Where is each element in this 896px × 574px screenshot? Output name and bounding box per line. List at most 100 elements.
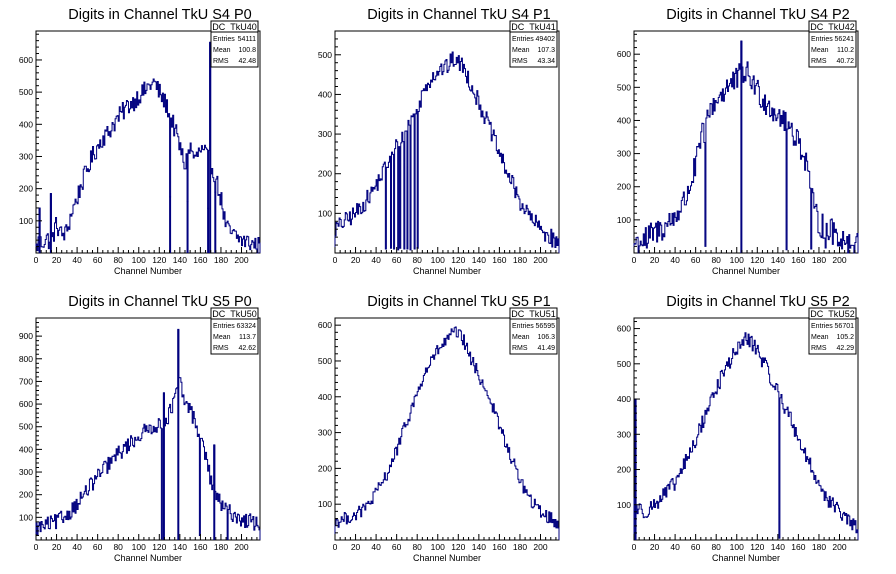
x-tick-label: 40 <box>371 255 381 265</box>
x-tick-label: 200 <box>234 255 248 265</box>
x-tick-label: 80 <box>412 255 422 265</box>
stats-box: DC_TkU41 Entries 49402 Mean 107.3 RMS 43.34 <box>509 20 558 68</box>
x-tick-label: 20 <box>650 255 660 265</box>
y-tick-label: 300 <box>617 429 631 439</box>
x-tick-label: 60 <box>392 542 402 552</box>
x-tick-label: 160 <box>791 542 805 552</box>
stats-box: DC_TkU50 Entries 63324 Mean 113.7 RMS 42.62 <box>210 307 259 355</box>
x-tick-label: 180 <box>812 255 826 265</box>
y-tick-label: 500 <box>19 87 33 97</box>
y-tick-label: 500 <box>19 422 33 432</box>
stats-key: Entries <box>512 323 534 330</box>
y-tick-label: 300 <box>19 151 33 161</box>
histogram-line <box>334 51 560 253</box>
x-tick-label: 180 <box>513 542 527 552</box>
y-tick-label: 800 <box>19 354 33 364</box>
y-tick-label: 400 <box>318 392 332 402</box>
stats-name: DC_TkU51 <box>511 309 556 319</box>
x-axis-label: Channel Number <box>413 266 481 276</box>
x-tick-label: 180 <box>214 542 228 552</box>
stats-value: 42.48 <box>238 58 256 65</box>
stats-key: Mean <box>512 334 530 341</box>
y-tick-label: 400 <box>617 394 631 404</box>
stats-name: DC_TkU42 <box>810 22 855 32</box>
stats-value: 41.49 <box>537 345 555 352</box>
stats-value: 54111 <box>238 36 257 43</box>
stats-key: RMS <box>512 58 528 65</box>
stats-value: 42.29 <box>836 345 854 352</box>
plot-frame <box>633 317 859 541</box>
x-tick-label: 20 <box>650 542 660 552</box>
stats-key: RMS <box>512 345 528 352</box>
x-tick-label: 160 <box>193 255 207 265</box>
stats-key: RMS <box>213 58 229 65</box>
y-tick-label: 600 <box>19 55 33 65</box>
stats-value: 110.2 <box>837 47 854 54</box>
chart-title: Digits in Channel TkU S5 P0 <box>68 294 252 310</box>
x-axis-label: Channel Number <box>114 266 182 276</box>
chart-title: Digits in Channel TkU S5 P1 <box>367 294 551 310</box>
x-tick-label: 140 <box>173 255 187 265</box>
stats-box-frame <box>808 20 857 68</box>
stats-key: RMS <box>213 345 229 352</box>
stats-name: DC_TkU40 <box>212 22 257 32</box>
chart-title: Digits in Channel TkU S4 P2 <box>666 7 850 23</box>
x-tick-label: 40 <box>72 542 82 552</box>
x-tick-label: 160 <box>193 542 207 552</box>
plot-frame <box>35 317 261 541</box>
x-tick-label: 140 <box>173 542 187 552</box>
stats-box: DC_TkU52 Entries 56701 Mean 105.2 RMS 42.29 <box>808 307 857 355</box>
x-tick-label: 160 <box>791 255 805 265</box>
plot-frame <box>633 30 859 254</box>
x-tick-label: 160 <box>492 542 506 552</box>
histogram-panel: Digits in Channel TkU S5 P0 0 20 40 60 80 100 1… <box>19 294 261 563</box>
x-tick-label: 20 <box>351 542 361 552</box>
stats-box-frame <box>509 307 558 355</box>
stats-key: Entries <box>811 323 833 330</box>
x-tick-label: 40 <box>670 255 680 265</box>
y-tick-label: 200 <box>19 490 33 500</box>
x-tick-label: 60 <box>691 255 701 265</box>
histogram-panel: Digits in Channel TkU S5 P2 0 20 40 60 80 100 1… <box>617 294 859 563</box>
y-tick-label: 200 <box>318 463 332 473</box>
histogram-line <box>633 40 859 254</box>
x-axis-label: Channel Number <box>413 553 481 563</box>
x-axis-label: Channel Number <box>712 553 780 563</box>
x-tick-label: 180 <box>812 542 826 552</box>
chart-title: Digits in Channel TkU S5 P2 <box>666 294 850 310</box>
x-axis-label: Channel Number <box>114 553 182 563</box>
stats-value: 100.8 <box>238 47 256 54</box>
stats-key: RMS <box>811 58 827 65</box>
stats-box-frame <box>509 20 558 68</box>
y-tick-label: 200 <box>318 169 332 179</box>
chart-title: Digits in Channel TkU S4 P0 <box>68 7 252 23</box>
x-tick-label: 120 <box>451 542 465 552</box>
y-tick-label: 300 <box>318 428 332 438</box>
x-tick-label: 100 <box>132 542 146 552</box>
x-tick-label: 60 <box>691 542 701 552</box>
stats-box: DC_TkU40 Entries 54111 Mean 100.8 RMS 42.48 <box>210 20 259 68</box>
stats-box: DC_TkU51 Entries 56595 Mean 106.3 RMS 41.49 <box>509 307 558 355</box>
y-tick-label: 600 <box>19 399 33 409</box>
x-tick-label: 200 <box>533 542 547 552</box>
x-tick-label: 20 <box>52 542 62 552</box>
x-tick-label: 0 <box>632 542 637 552</box>
histogram-panel: Digits in Channel TkU S4 P1 0 20 40 60 80 100 1… <box>318 7 560 276</box>
x-tick-label: 180 <box>214 255 228 265</box>
y-tick-label: 100 <box>19 512 33 522</box>
stats-key: Entries <box>213 323 235 330</box>
x-tick-label: 20 <box>351 255 361 265</box>
y-tick-label: 400 <box>19 119 33 129</box>
stats-key: Mean <box>512 47 530 54</box>
stats-value: 42.62 <box>238 345 256 352</box>
y-tick-label: 400 <box>617 115 631 125</box>
histogram-panel: Digits in Channel TkU S4 P0 0 20 40 60 80 100 1… <box>19 7 261 276</box>
x-tick-label: 100 <box>730 542 744 552</box>
stats-box-frame <box>210 307 259 355</box>
stats-value: 40.72 <box>836 58 854 65</box>
stats-key: Entries <box>512 36 534 43</box>
stats-box-frame <box>210 20 259 68</box>
x-tick-label: 80 <box>711 542 721 552</box>
stats-box: DC_TkU42 Entries 56241 Mean 110.2 RMS 40.72 <box>808 20 857 68</box>
x-tick-label: 20 <box>52 255 62 265</box>
